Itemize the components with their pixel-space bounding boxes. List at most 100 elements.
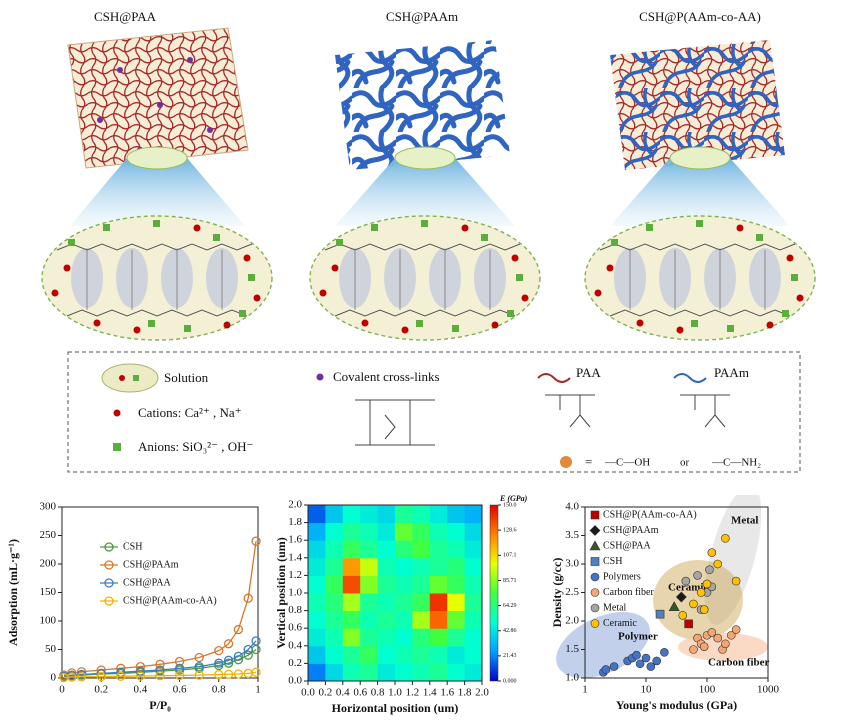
- x-tick-label: 0.6: [353, 687, 367, 699]
- heat-cell: [308, 593, 326, 612]
- point: [135, 671, 146, 681]
- y-tick-label: 1.0: [565, 672, 579, 684]
- point: [214, 658, 224, 668]
- heat-cell: [464, 663, 483, 682]
- x-tick-label: 100: [699, 684, 716, 696]
- point: [590, 557, 600, 566]
- point: [243, 644, 253, 655]
- y-tick-label: 0.2: [288, 657, 302, 669]
- point: [731, 576, 741, 586]
- point: [681, 576, 691, 586]
- point: [702, 579, 712, 589]
- heat-cell: [342, 522, 361, 541]
- point: [668, 601, 680, 612]
- point: [590, 588, 600, 597]
- heat-cell: [342, 628, 361, 647]
- plot-frame: [61, 506, 259, 679]
- colorbar: [489, 504, 499, 682]
- x-tick-label: 0.4: [134, 684, 148, 696]
- colorbar-tick-label: 128.6: [503, 527, 517, 533]
- heat-cell: [342, 575, 361, 594]
- x-axis-label: Young's modulus (GPa): [616, 698, 737, 712]
- x-tick-label: 2.0: [475, 687, 489, 699]
- x-tick-label: 1.6: [440, 687, 454, 699]
- y-tick-label: 0.8: [288, 604, 302, 616]
- point: [699, 642, 709, 651]
- x-tick-label: 1: [582, 684, 588, 696]
- y-tick-label: 1.0: [288, 587, 302, 599]
- point: [223, 655, 234, 665]
- heat-cell: [412, 575, 431, 594]
- series-line: [63, 671, 257, 679]
- panel-title: CSH@PAA: [94, 9, 157, 24]
- point: [174, 670, 185, 681]
- point: [76, 667, 87, 677]
- x-tick-label: 0.0: [301, 687, 315, 699]
- legend-label: Carbon fiber: [603, 587, 654, 598]
- heat-cell: [342, 593, 361, 612]
- heat-cell: [429, 557, 448, 576]
- y-tick-label: 4.0: [565, 501, 579, 513]
- heat-cell: [447, 522, 466, 541]
- heat-cell: [447, 610, 466, 629]
- point: [589, 540, 601, 551]
- heat-cell: [325, 540, 344, 559]
- y-tick-label: 0.6: [288, 622, 302, 634]
- x-tick-label: 1.4: [423, 687, 437, 699]
- heat-cell: [412, 593, 431, 612]
- point: [731, 625, 741, 634]
- point: [76, 672, 87, 682]
- heat-cell: [325, 645, 344, 664]
- heat-cell: [325, 593, 344, 612]
- legend-box: Solution Cations: Ca²⁺ , Na⁺ Anions: SiO…: [67, 351, 801, 473]
- heat-cell: [464, 505, 483, 524]
- legend-label: —C—OH: [604, 457, 650, 469]
- heat-cell: [412, 610, 431, 629]
- zoom-cones: [70, 146, 790, 226]
- heat-cell: [325, 610, 344, 629]
- point: [590, 619, 600, 628]
- point: [104, 578, 114, 588]
- network: [335, 40, 510, 170]
- heat-cell: [377, 505, 396, 524]
- heat-cell: [308, 628, 326, 647]
- point: [693, 571, 702, 580]
- heat-cell: [308, 557, 326, 576]
- legend-label: CSH: [603, 556, 622, 567]
- point: [214, 669, 224, 680]
- point: [243, 650, 253, 660]
- point: [251, 667, 261, 677]
- heat-cell: [395, 628, 413, 647]
- point: [589, 525, 601, 536]
- point: [194, 670, 204, 680]
- heat-cell: [308, 505, 326, 524]
- heat-cell: [429, 645, 448, 664]
- heat-cell: [447, 505, 466, 524]
- y-tick-label: 2.5: [565, 586, 579, 598]
- point: [601, 665, 611, 674]
- point: [155, 671, 165, 681]
- point: [233, 651, 244, 661]
- heat-cell: [412, 557, 431, 576]
- legend-label: CSH@PAA: [603, 540, 652, 551]
- heat-cell: [360, 663, 379, 682]
- heat-cell: [308, 610, 326, 629]
- point: [233, 624, 244, 635]
- point: [104, 560, 114, 570]
- legend-label: CSH@PAAm: [603, 525, 659, 536]
- point: [635, 659, 645, 669]
- point: [713, 559, 723, 569]
- point: [707, 628, 717, 637]
- heat-cell: [395, 610, 413, 629]
- heat-cell: [360, 593, 379, 612]
- heat-cell: [377, 628, 396, 647]
- series-line: [63, 648, 257, 678]
- heat-cell: [395, 645, 413, 664]
- legend-label: PAAm: [714, 365, 749, 380]
- y-tick-label: 2.0: [565, 615, 579, 627]
- heat-cell: [447, 628, 466, 647]
- heat-cell: [360, 575, 379, 594]
- heat-cell: [377, 645, 396, 664]
- x-tick-label: 0.2: [319, 687, 333, 699]
